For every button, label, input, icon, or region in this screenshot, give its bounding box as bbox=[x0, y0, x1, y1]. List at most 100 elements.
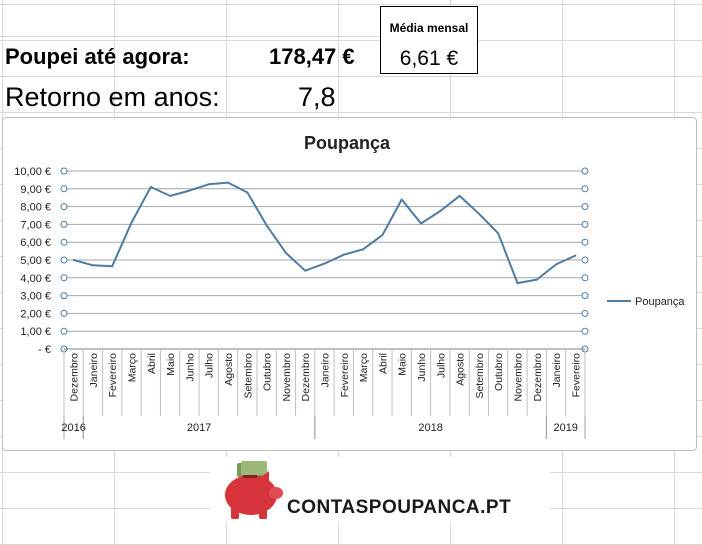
gridline-handle bbox=[60, 203, 68, 211]
x-tick-label: Abril bbox=[146, 353, 158, 374]
gridline-handle bbox=[60, 327, 68, 335]
x-tick-label: Julho bbox=[204, 353, 216, 378]
data-point bbox=[477, 212, 480, 215]
x-tick-label: Maio bbox=[397, 353, 409, 376]
data-point bbox=[169, 194, 172, 197]
data-point bbox=[304, 269, 307, 272]
gridline-handle bbox=[60, 309, 68, 317]
data-point bbox=[381, 234, 384, 237]
chart-container[interactable]: Poupança - € 1,00 € 2,00 € 3,00 € 4,00 € 5,00 … bbox=[2, 117, 697, 451]
legend-label: Poupança bbox=[635, 296, 685, 308]
y-tick-label: 10,00 € bbox=[14, 166, 51, 178]
data-point bbox=[555, 263, 558, 266]
return-value: 7,8 bbox=[298, 82, 336, 112]
data-point bbox=[72, 259, 75, 261]
x-tick-label: Junho bbox=[416, 353, 428, 382]
gridline-handle bbox=[581, 238, 589, 246]
x-tick-label: Outubro bbox=[493, 353, 505, 391]
data-point bbox=[516, 282, 519, 285]
y-tick-label: 4,00 € bbox=[20, 273, 51, 285]
year-label: 2018 bbox=[418, 422, 442, 434]
savings-line-chart: Poupança - € 1,00 € 2,00 € 3,00 € 4,00 € 5,00 … bbox=[14, 133, 685, 439]
x-tick-label: Março bbox=[127, 353, 139, 382]
y-tick-label: 3,00 € bbox=[20, 291, 51, 303]
gridline-handle bbox=[60, 274, 68, 282]
return-label: Retorno em anos: bbox=[5, 82, 220, 112]
x-tick-label: Janeiro bbox=[551, 353, 563, 388]
x-tick-label: Setembro bbox=[242, 353, 254, 399]
data-point bbox=[188, 189, 191, 192]
data-point bbox=[207, 183, 210, 186]
y-tick-label: 5,00 € bbox=[20, 255, 51, 267]
gridline-handle bbox=[581, 327, 589, 335]
gridline-handle bbox=[581, 274, 589, 282]
gridline-handle bbox=[581, 309, 589, 317]
x-tick-label: Junho bbox=[184, 353, 196, 382]
x-tick-label: Dezembro bbox=[300, 353, 312, 402]
gridline-handle bbox=[60, 185, 68, 193]
gridline-handle bbox=[581, 292, 589, 300]
x-tick-label: Agosto bbox=[223, 353, 235, 386]
x-tick-label: Maio bbox=[165, 353, 177, 376]
x-tick-label: Fevereiro bbox=[570, 353, 582, 398]
x-tick-label: Setembro bbox=[474, 353, 486, 399]
data-point bbox=[535, 278, 538, 281]
x-tick-label: Março bbox=[358, 353, 370, 382]
x-tick-label: Fevereiro bbox=[107, 353, 119, 398]
data-point bbox=[362, 248, 365, 251]
x-tick-label: Julho bbox=[435, 353, 447, 378]
y-tick-label: 6,00 € bbox=[20, 237, 51, 249]
monthly-average-value: 6,61 € bbox=[399, 47, 459, 70]
gridline-handle bbox=[60, 220, 68, 228]
chart-title: Poupança bbox=[304, 133, 391, 153]
data-point bbox=[91, 264, 94, 267]
brand-logo-text: CONTASPOUPANCA.PT bbox=[287, 497, 512, 518]
x-tick-label: Abril bbox=[377, 353, 389, 374]
y-tick-label: 2,00 € bbox=[20, 308, 51, 320]
data-point bbox=[400, 198, 403, 201]
series-line-poupanca bbox=[73, 181, 576, 285]
data-point bbox=[419, 222, 422, 225]
saved-value: 178,47 € bbox=[269, 44, 355, 69]
gridline-handle bbox=[60, 167, 68, 175]
gridline-handle bbox=[581, 203, 589, 211]
data-point bbox=[439, 210, 442, 213]
piggy-bank-icon bbox=[225, 461, 283, 519]
data-point bbox=[265, 224, 268, 227]
x-tick-label: Agosto bbox=[455, 353, 467, 386]
x-tick-label: Novembro bbox=[281, 353, 293, 402]
gridline-handle bbox=[581, 220, 589, 228]
gridline-handle bbox=[581, 167, 589, 175]
x-tick-label: Fevereiro bbox=[339, 353, 351, 398]
data-point bbox=[227, 181, 230, 184]
gridline-handle bbox=[60, 238, 68, 246]
gridline-handle bbox=[60, 256, 68, 264]
data-point bbox=[342, 253, 345, 256]
x-tick-label: Outubro bbox=[262, 353, 274, 391]
gridline-handle bbox=[581, 185, 589, 193]
data-point bbox=[130, 221, 133, 224]
x-tick-label: Janeiro bbox=[88, 353, 100, 388]
gridline-handle bbox=[581, 256, 589, 264]
x-tick-label: Dezembro bbox=[69, 353, 81, 402]
data-point bbox=[149, 186, 152, 189]
data-point bbox=[458, 194, 461, 197]
data-point bbox=[246, 191, 249, 194]
data-point bbox=[497, 232, 500, 235]
y-tick-label: 8,00 € bbox=[20, 202, 51, 214]
monthly-average-header: Média mensal bbox=[389, 21, 469, 35]
x-tick-label: Novembro bbox=[512, 353, 524, 402]
y-tick-label: - € bbox=[38, 344, 51, 356]
x-tick-label: Janeiro bbox=[320, 353, 332, 388]
data-point bbox=[323, 262, 326, 265]
y-tick-label: 9,00 € bbox=[20, 184, 51, 196]
year-label: 2019 bbox=[553, 422, 577, 434]
year-label: 2016 bbox=[61, 422, 85, 434]
monthly-average-cell[interactable]: Média mensal 6,61 € bbox=[380, 6, 478, 74]
data-point bbox=[284, 251, 287, 254]
x-tick-label: Dezembro bbox=[532, 353, 544, 402]
gridline-handle bbox=[60, 292, 68, 300]
data-point bbox=[574, 254, 577, 257]
brand-logo: CONTASPOUPANCA.PT bbox=[210, 457, 550, 522]
y-tick-label: 7,00 € bbox=[20, 219, 51, 231]
